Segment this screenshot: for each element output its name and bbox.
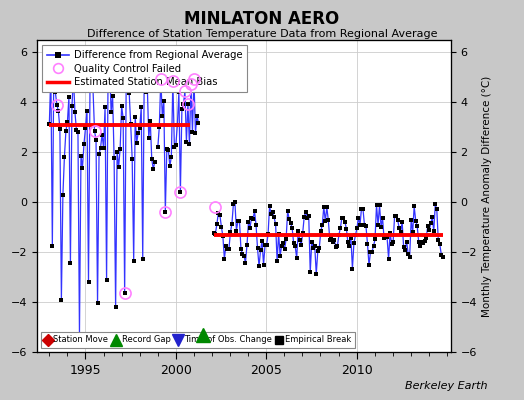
- Y-axis label: Monthly Temperature Anomaly Difference (°C): Monthly Temperature Anomaly Difference (…: [483, 75, 493, 317]
- Text: MINLATON AERO: MINLATON AERO: [184, 10, 340, 28]
- Legend: Station Move, Record Gap, Time of Obs. Change, Empirical Break: Station Move, Record Gap, Time of Obs. C…: [41, 332, 355, 348]
- Text: Difference of Station Temperature Data from Regional Average: Difference of Station Temperature Data f…: [87, 29, 437, 39]
- Text: Berkeley Earth: Berkeley Earth: [405, 381, 487, 391]
